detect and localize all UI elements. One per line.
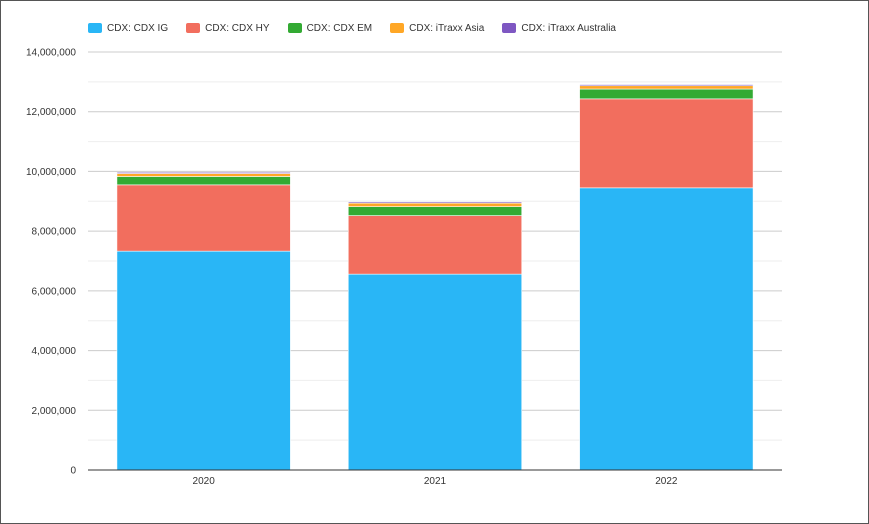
bar-segment-2020-3[interactable]	[116, 173, 291, 177]
bar-segment-2022-0[interactable]	[579, 187, 754, 471]
bar-segment-2021-1[interactable]	[347, 215, 523, 275]
legend-item-cdx-hy[interactable]: CDX: CDX HY	[186, 22, 270, 34]
legend-label-itraxx-australia: CDX: iTraxx Australia	[521, 22, 616, 34]
legend-item-itraxx-asia[interactable]: CDX: iTraxx Asia	[390, 23, 484, 34]
legend-item-cdx-em[interactable]: CDX: CDX EM	[287, 22, 373, 34]
x-tick-label: 2022	[655, 476, 678, 487]
y-tick-label: 4,000,000	[32, 346, 77, 357]
x-tick-label: 2020	[193, 476, 216, 487]
bar-segment-2021-0[interactable]	[347, 273, 523, 471]
bar-segment-2020-0[interactable]	[116, 250, 291, 471]
y-tick-label: 2,000,000	[32, 406, 77, 417]
legend-swatch-cdx-ig	[88, 23, 102, 33]
legend-label-cdx-hy: CDX: CDX HY	[205, 22, 270, 34]
chart-legend: CDX: CDX IG CDX: CDX HY CDX: CDX EM CDX:…	[88, 20, 616, 36]
legend-swatch-cdx-em	[287, 23, 302, 33]
axis-layer: 0 2,000,000 4,000,000 6,000,000 8,000,000 10,…	[26, 48, 782, 487]
y-tick-label: 12,000,000	[26, 107, 76, 118]
bars-layer	[116, 84, 754, 471]
bar-segment-2021-2[interactable]	[347, 206, 523, 216]
legend-swatch-cdx-hy	[186, 23, 201, 33]
bar-segment-2022-4[interactable]	[579, 84, 754, 87]
y-tick-label: 14,000,000	[26, 48, 76, 59]
legend-swatch-itraxx-asia	[390, 23, 405, 33]
legend-label-cdx-ig: CDX: CDX IG	[107, 22, 169, 34]
legend-swatch-itraxx-australia	[502, 23, 517, 33]
y-tick-label: 10,000,000	[26, 167, 76, 178]
bar-segment-2022-2[interactable]	[579, 88, 754, 100]
bar-segment-2020-1[interactable]	[116, 184, 291, 252]
legend-item-cdx-ig[interactable]: CDX: CDX IG	[88, 23, 168, 34]
bar-segment-2020-4[interactable]	[116, 172, 291, 174]
y-tick-label: 6,000,000	[32, 286, 77, 297]
x-tick-label: 2021	[424, 476, 447, 487]
y-tick-label: 0	[70, 466, 76, 477]
y-tick-label: 8,000,000	[32, 227, 77, 238]
bar-segment-2020-2[interactable]	[116, 176, 291, 186]
bar-segment-2022-1[interactable]	[579, 98, 754, 189]
legend-label-itraxx-asia: CDX: iTraxx Asia	[409, 22, 485, 34]
bar-segment-2022-3[interactable]	[579, 85, 754, 90]
bar-segment-2021-3[interactable]	[347, 202, 523, 207]
legend-item-itraxx-australia[interactable]: CDX: iTraxx Australia	[502, 23, 616, 34]
legend-label-cdx-em: CDX: CDX EM	[306, 22, 373, 34]
bar-segment-2021-4[interactable]	[347, 201, 523, 204]
